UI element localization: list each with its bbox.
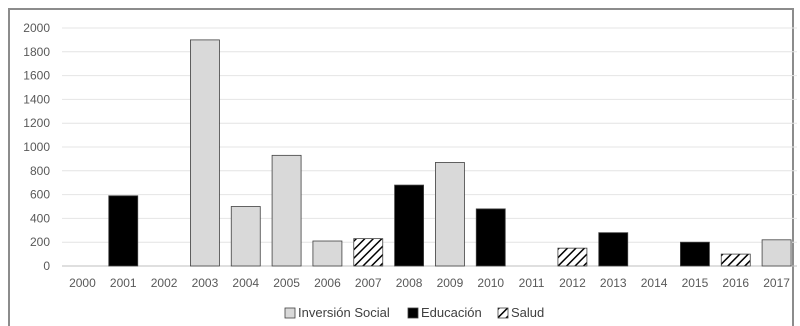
y-tick-label: 1200 xyxy=(23,116,50,130)
x-tick-label: 2012 xyxy=(559,276,586,290)
y-tick-label: 400 xyxy=(30,211,50,225)
x-tick-label: 2011 xyxy=(519,276,545,290)
bar-inversi-n-social-2003 xyxy=(190,39,220,267)
bar-salud-2012 xyxy=(557,247,588,267)
x-tick-label: 2003 xyxy=(192,276,219,290)
bars xyxy=(108,39,792,267)
x-axis: 2000 2001 2002 2003 2004 2005 2006 2007 2008 2009… xyxy=(69,276,790,290)
x-tick-label: 2006 xyxy=(314,276,341,290)
x-tick-label: 2015 xyxy=(682,276,709,290)
bar-inversi-n-social-2006 xyxy=(312,240,343,267)
bar-educaci-n-2015 xyxy=(680,241,710,267)
bar-inversi-n-social-2005 xyxy=(271,154,302,267)
legend-swatch xyxy=(407,307,419,319)
bar-educaci-n-2010 xyxy=(475,208,506,267)
bar-educaci-n-2008 xyxy=(394,184,424,267)
x-tick-label: 2016 xyxy=(722,276,749,290)
x-tick-label: 2001 xyxy=(110,276,137,290)
x-tick-label: 2008 xyxy=(396,276,423,290)
y-tick-label: 200 xyxy=(30,235,50,249)
x-tick-label: 2010 xyxy=(477,276,504,290)
y-tick-label: 0 xyxy=(43,259,50,273)
y-axis: 0 200 400 600 800 1000 1200 1400 1600 1800 2000 xyxy=(23,21,50,273)
bar-inversi-n-social-2009 xyxy=(435,162,465,267)
legend: Inversión Social Educación Salud xyxy=(284,305,544,320)
legend-label: Salud xyxy=(511,305,544,320)
y-tick-label: 600 xyxy=(30,188,50,202)
y-tick-label: 2000 xyxy=(23,21,50,35)
bar-salud-2016 xyxy=(720,253,751,267)
bar-inversi-n-social-2017 xyxy=(761,239,792,267)
x-tick-label: 2014 xyxy=(641,276,668,290)
x-tick-label: 2013 xyxy=(600,276,627,290)
x-tick-label: 2002 xyxy=(151,276,178,290)
chart-frame xyxy=(8,8,794,326)
y-tick-label: 800 xyxy=(30,164,50,178)
legend-label: Educación xyxy=(421,305,482,320)
bar-educaci-n-2001 xyxy=(108,195,139,267)
x-tick-label: 2004 xyxy=(232,276,259,290)
x-tick-label: 2007 xyxy=(355,276,382,290)
gridlines xyxy=(62,27,797,267)
bar-salud-2007 xyxy=(353,238,384,267)
bar-inversi-n-social-2004 xyxy=(230,206,261,267)
y-tick-label: 1400 xyxy=(23,92,50,106)
y-tick-label: 1000 xyxy=(23,140,50,154)
x-tick-label: 2005 xyxy=(273,276,300,290)
y-tick-label: 1800 xyxy=(23,45,50,59)
legend-swatch xyxy=(497,307,509,319)
x-tick-label: 2000 xyxy=(69,276,96,290)
bar-educaci-n-2013 xyxy=(598,232,629,267)
y-tick-label: 1600 xyxy=(23,69,50,83)
x-tick-label: 2009 xyxy=(437,276,464,290)
legend-swatch xyxy=(284,307,296,319)
legend-label: Inversión Social xyxy=(298,305,390,320)
x-tick-label: 2017 xyxy=(763,276,790,290)
